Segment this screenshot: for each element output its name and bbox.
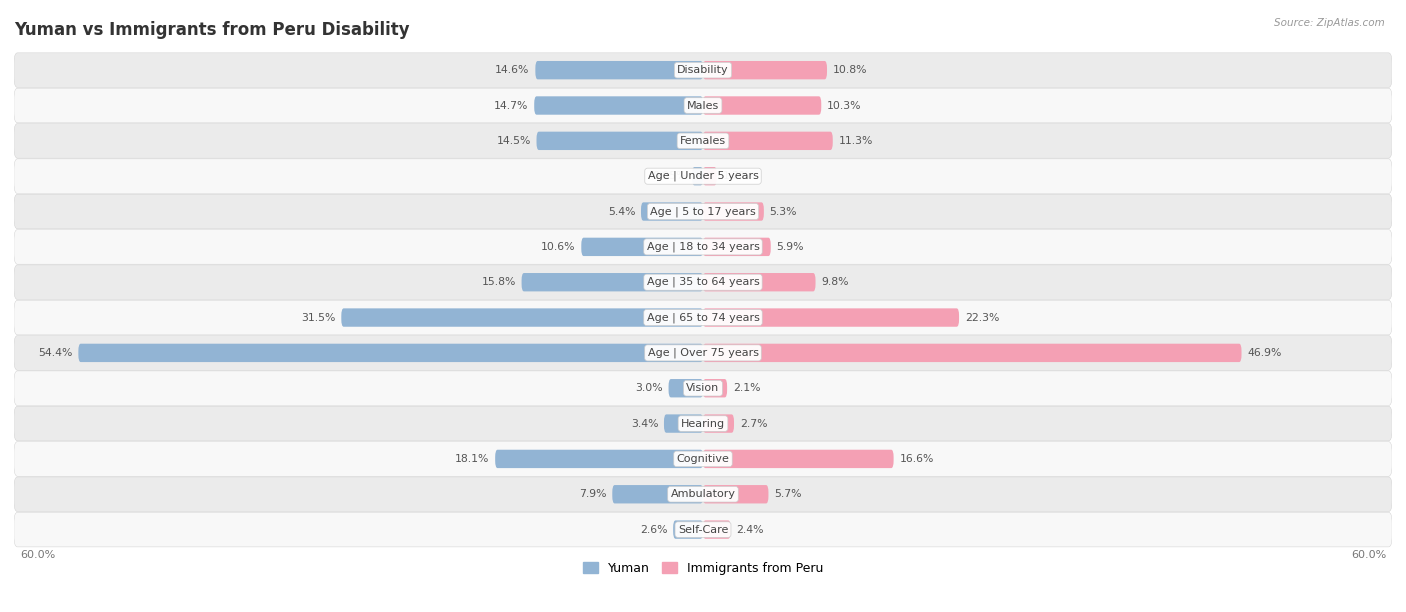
FancyBboxPatch shape — [14, 230, 1392, 264]
Text: Disability: Disability — [678, 65, 728, 75]
FancyBboxPatch shape — [536, 61, 703, 80]
FancyBboxPatch shape — [522, 273, 703, 291]
FancyBboxPatch shape — [14, 53, 1392, 88]
FancyBboxPatch shape — [703, 485, 769, 504]
Text: 7.9%: 7.9% — [579, 489, 606, 499]
Text: Age | Under 5 years: Age | Under 5 years — [648, 171, 758, 181]
FancyBboxPatch shape — [14, 159, 1392, 193]
FancyBboxPatch shape — [703, 273, 815, 291]
Text: 3.0%: 3.0% — [636, 383, 662, 394]
Text: 5.3%: 5.3% — [769, 206, 797, 217]
FancyBboxPatch shape — [79, 344, 703, 362]
FancyBboxPatch shape — [14, 124, 1392, 158]
Text: 14.5%: 14.5% — [496, 136, 531, 146]
FancyBboxPatch shape — [14, 194, 1392, 229]
FancyBboxPatch shape — [612, 485, 703, 504]
FancyBboxPatch shape — [14, 265, 1392, 299]
FancyBboxPatch shape — [703, 308, 959, 327]
FancyBboxPatch shape — [703, 344, 1241, 362]
Text: 10.8%: 10.8% — [832, 65, 868, 75]
FancyBboxPatch shape — [14, 371, 1392, 406]
FancyBboxPatch shape — [703, 132, 832, 150]
Text: 10.6%: 10.6% — [541, 242, 575, 252]
Text: Ambulatory: Ambulatory — [671, 489, 735, 499]
FancyBboxPatch shape — [14, 300, 1392, 335]
FancyBboxPatch shape — [14, 88, 1392, 123]
Text: Self-Care: Self-Care — [678, 524, 728, 535]
Text: Hearing: Hearing — [681, 419, 725, 428]
FancyBboxPatch shape — [703, 96, 821, 114]
FancyBboxPatch shape — [342, 308, 703, 327]
Text: 5.9%: 5.9% — [776, 242, 804, 252]
FancyBboxPatch shape — [534, 96, 703, 114]
Text: 60.0%: 60.0% — [20, 550, 55, 560]
FancyBboxPatch shape — [703, 379, 727, 397]
Text: 2.4%: 2.4% — [737, 524, 763, 535]
FancyBboxPatch shape — [14, 512, 1392, 547]
FancyBboxPatch shape — [673, 520, 703, 539]
FancyBboxPatch shape — [641, 203, 703, 221]
Text: 18.1%: 18.1% — [456, 454, 489, 464]
FancyBboxPatch shape — [495, 450, 703, 468]
Text: Males: Males — [688, 100, 718, 111]
Text: 3.4%: 3.4% — [631, 419, 658, 428]
Text: Females: Females — [681, 136, 725, 146]
Text: Yuman vs Immigrants from Peru Disability: Yuman vs Immigrants from Peru Disability — [14, 21, 409, 39]
Text: 5.7%: 5.7% — [775, 489, 801, 499]
Text: 11.3%: 11.3% — [838, 136, 873, 146]
Text: 46.9%: 46.9% — [1247, 348, 1282, 358]
FancyBboxPatch shape — [664, 414, 703, 433]
FancyBboxPatch shape — [703, 203, 763, 221]
Text: 9.8%: 9.8% — [821, 277, 849, 287]
FancyBboxPatch shape — [581, 237, 703, 256]
Text: 60.0%: 60.0% — [1351, 550, 1386, 560]
FancyBboxPatch shape — [703, 167, 717, 185]
Text: Vision: Vision — [686, 383, 720, 394]
Text: Cognitive: Cognitive — [676, 454, 730, 464]
FancyBboxPatch shape — [14, 406, 1392, 441]
FancyBboxPatch shape — [692, 167, 703, 185]
Text: Age | 18 to 34 years: Age | 18 to 34 years — [647, 242, 759, 252]
Text: 31.5%: 31.5% — [301, 313, 336, 323]
Text: 10.3%: 10.3% — [827, 100, 862, 111]
Text: 16.6%: 16.6% — [900, 454, 934, 464]
Text: 0.95%: 0.95% — [652, 171, 686, 181]
Text: 54.4%: 54.4% — [38, 348, 73, 358]
Text: Source: ZipAtlas.com: Source: ZipAtlas.com — [1274, 18, 1385, 28]
FancyBboxPatch shape — [537, 132, 703, 150]
FancyBboxPatch shape — [703, 61, 827, 80]
Text: 15.8%: 15.8% — [481, 277, 516, 287]
Legend: Yuman, Immigrants from Peru: Yuman, Immigrants from Peru — [578, 557, 828, 580]
FancyBboxPatch shape — [14, 477, 1392, 512]
Text: 14.6%: 14.6% — [495, 65, 530, 75]
FancyBboxPatch shape — [703, 414, 734, 433]
FancyBboxPatch shape — [703, 237, 770, 256]
Text: 14.7%: 14.7% — [494, 100, 529, 111]
Text: Age | 5 to 17 years: Age | 5 to 17 years — [650, 206, 756, 217]
FancyBboxPatch shape — [14, 442, 1392, 476]
Text: 2.7%: 2.7% — [740, 419, 768, 428]
Text: 22.3%: 22.3% — [965, 313, 1000, 323]
Text: Age | 65 to 74 years: Age | 65 to 74 years — [647, 312, 759, 323]
FancyBboxPatch shape — [669, 379, 703, 397]
Text: 5.4%: 5.4% — [607, 206, 636, 217]
Text: Age | 35 to 64 years: Age | 35 to 64 years — [647, 277, 759, 288]
Text: 2.1%: 2.1% — [733, 383, 761, 394]
FancyBboxPatch shape — [14, 335, 1392, 370]
Text: 1.2%: 1.2% — [723, 171, 749, 181]
Text: 2.6%: 2.6% — [640, 524, 668, 535]
FancyBboxPatch shape — [703, 520, 731, 539]
FancyBboxPatch shape — [703, 450, 894, 468]
Text: Age | Over 75 years: Age | Over 75 years — [648, 348, 758, 358]
